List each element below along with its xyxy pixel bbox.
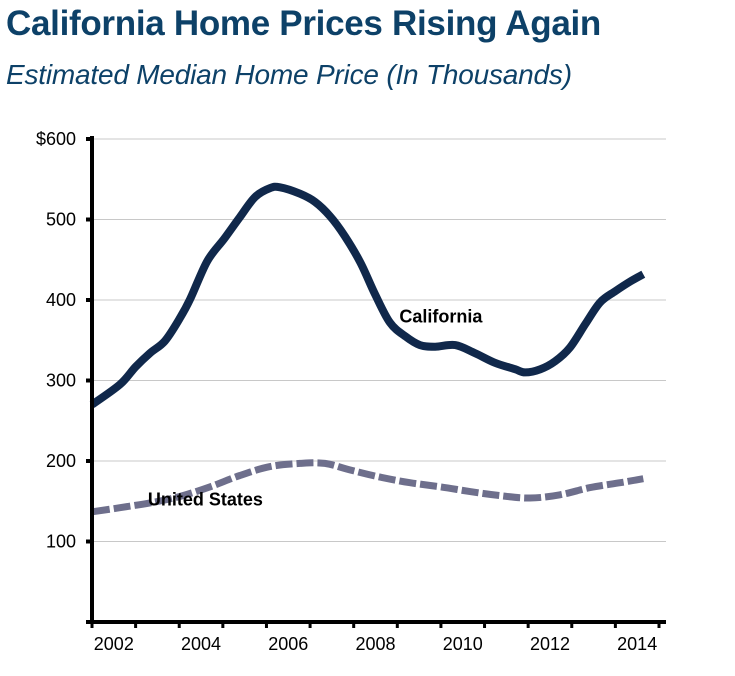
y-tick-label: $600 xyxy=(36,129,76,149)
tick-labels: California United States 100 200 300 400 500 $6… xyxy=(36,129,657,654)
axes xyxy=(86,136,666,628)
x-tick-label: 2010 xyxy=(443,634,483,654)
series-line-united-states xyxy=(92,459,644,516)
gridlines xyxy=(92,138,666,542)
series-label-united-states: United States xyxy=(148,489,263,509)
chart-subtitle: Estimated Median Home Price (In Thousand… xyxy=(6,59,572,90)
chart-title: California Home Prices Rising Again xyxy=(6,4,602,43)
y-tick-label: 500 xyxy=(46,210,76,230)
y-tick-label: 100 xyxy=(46,532,76,552)
x-tick-label: 2002 xyxy=(94,634,134,654)
x-tick-label: 2014 xyxy=(617,634,657,654)
series-label-california: California xyxy=(399,307,483,327)
series-line-california xyxy=(89,182,646,408)
x-tick-label: 2004 xyxy=(181,634,221,654)
series-lines xyxy=(89,182,646,516)
y-tick-label: 400 xyxy=(46,290,76,310)
x-tick-label: 2012 xyxy=(530,634,570,654)
x-tick-label: 2008 xyxy=(355,634,395,654)
y-tick-label: 300 xyxy=(46,371,76,391)
y-tick-label: 200 xyxy=(46,451,76,471)
x-tick-label: 2006 xyxy=(268,634,308,654)
